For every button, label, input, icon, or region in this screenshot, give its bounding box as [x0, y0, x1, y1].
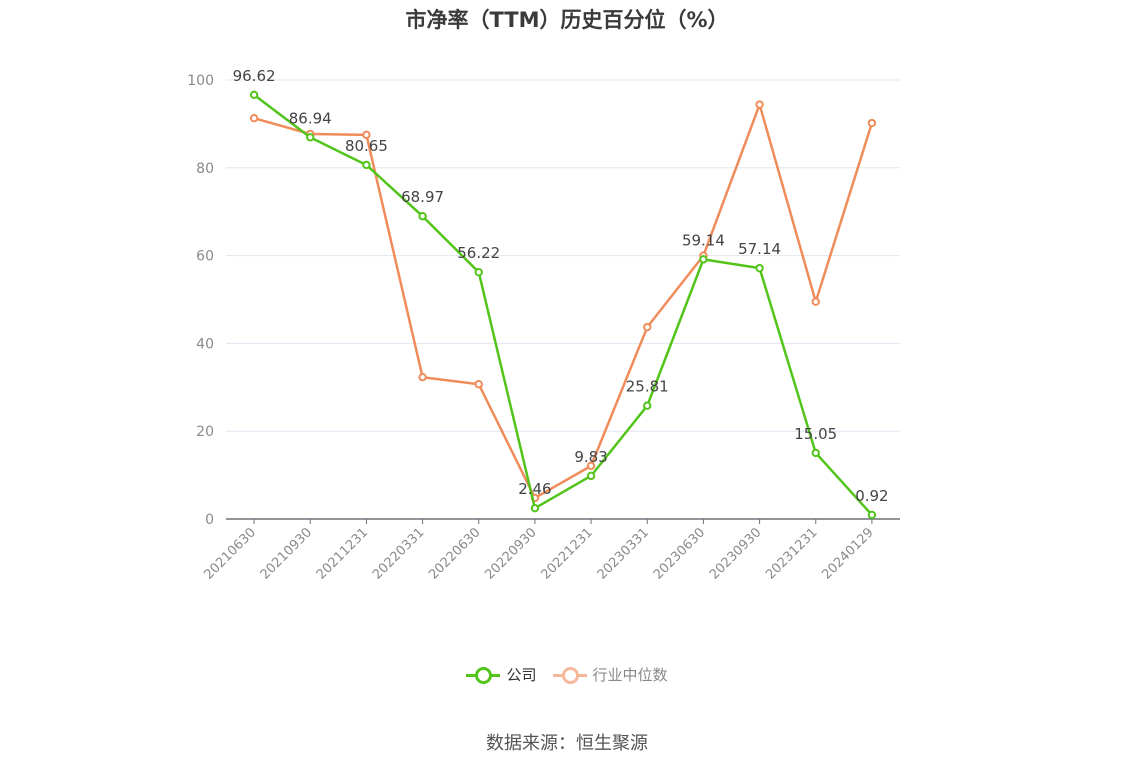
y-tick-label: 20 [196, 424, 214, 440]
x-tick-label: 20210930 [258, 525, 315, 582]
x-tick-label: 20230630 [651, 525, 708, 582]
data-label: 86.94 [289, 109, 332, 127]
x-tick-label: 20230930 [707, 525, 764, 582]
company-point [418, 212, 427, 221]
company-point [586, 471, 596, 481]
axes: 0204060801002021063020210930202112312022… [187, 73, 900, 583]
company-point [755, 263, 764, 273]
company-point [699, 255, 708, 264]
y-tick-label: 0 [205, 512, 214, 528]
data-label: 68.97 [401, 188, 444, 206]
x-tick-label: 20240129 [819, 525, 876, 582]
chart-title: 市净率（TTM）历史百分位（%） [405, 8, 729, 32]
industry-median-point [811, 297, 820, 306]
x-tick-label: 20221231 [539, 525, 596, 582]
data-label: 80.65 [345, 137, 388, 155]
industry-median-point [867, 118, 877, 128]
industry-median-line [253, 103, 874, 500]
data-label: 57.14 [738, 240, 781, 258]
legend-item-company[interactable]: 公司 [466, 664, 537, 685]
y-tick-label: 60 [196, 249, 214, 265]
legend-item-industry-median[interactable]: 行业中位数 [552, 664, 668, 685]
y-tick-label: 80 [196, 161, 214, 177]
company-point [867, 510, 877, 520]
company-point [249, 90, 259, 100]
data-label: 59.14 [682, 231, 725, 249]
company-point [530, 504, 540, 513]
x-tick-label: 20220331 [370, 525, 427, 582]
industry-median-point [474, 380, 483, 389]
data-label: 15.05 [794, 425, 837, 443]
source-note: 数据来源：恒生聚源 [486, 733, 648, 754]
x-tick-label: 20220930 [482, 525, 539, 582]
data-label: 0.92 [855, 487, 888, 505]
data-label: 2.46 [518, 480, 551, 498]
company-point [643, 401, 652, 410]
industry-median-point [643, 322, 652, 332]
legend-label-company: 公司 [506, 666, 537, 684]
legend-swatch-company [466, 666, 501, 684]
x-tick-label: 20230331 [595, 525, 652, 582]
legend-label-industry-median: 行业中位数 [592, 666, 668, 684]
legend-swatch-industry-median [552, 666, 587, 684]
company-point [811, 448, 820, 458]
x-tick-label: 20231231 [763, 525, 820, 582]
industry-median-point [249, 113, 259, 123]
industry-median-point [586, 461, 596, 471]
industry-median-point [418, 373, 427, 382]
grid-lines [226, 79, 900, 432]
y-tick-label: 100 [187, 73, 214, 89]
data-label: 56.22 [457, 244, 500, 262]
data-label: 9.83 [574, 448, 607, 466]
company-point [362, 160, 371, 170]
x-tick-label: 20211231 [314, 525, 371, 582]
company-point [306, 133, 315, 142]
x-tick-label: 20210630 [202, 525, 259, 582]
y-tick-label: 40 [196, 336, 214, 352]
x-tick-label: 20220630 [426, 525, 483, 582]
data-label: 25.81 [626, 378, 669, 396]
company-point [474, 267, 483, 277]
industry-median-point [362, 130, 371, 140]
data-labels: 96.62 86.94 80.65 68.97 56.22 2.46 9.83 25.81 59… [233, 67, 889, 505]
industry-median-point [755, 100, 764, 109]
series-lines [249, 90, 877, 520]
legend: 公司 行业中位数 [0, 664, 1134, 685]
company-line [253, 93, 873, 516]
data-label: 96.62 [233, 67, 276, 85]
